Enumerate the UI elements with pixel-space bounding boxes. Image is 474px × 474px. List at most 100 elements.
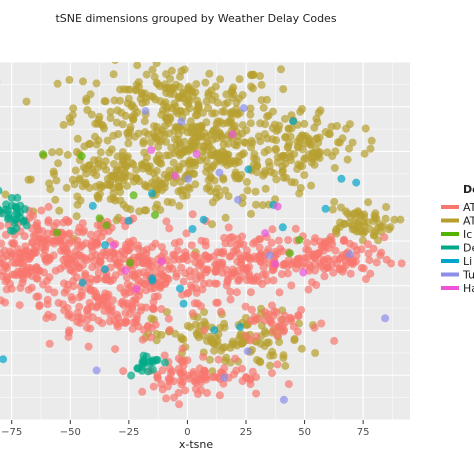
data-point-at [113,258,122,267]
data-point-at [198,147,207,156]
data-point-at [111,62,119,65]
data-point-at [152,336,161,345]
data-point-at [260,316,269,325]
data-point-at [66,118,75,127]
data-point-at [310,323,319,332]
data-point-at [175,238,184,246]
data-point-at [122,204,131,212]
data-point-de [4,213,13,222]
x-axis-label: x-tsne [179,438,213,451]
data-point-at [213,184,222,193]
data-point-at [261,270,270,279]
data-point-at [81,239,90,248]
data-point-at [293,255,302,264]
data-point-at [96,148,105,157]
data-point-at [174,364,183,373]
data-point-at [202,118,211,127]
data-point-at [214,154,223,163]
data-point-at [126,123,135,131]
data-point-at [146,333,155,342]
legend-label: Tu [462,269,474,282]
data-point-at [155,137,163,146]
data-point-at [162,70,171,79]
data-point-at [101,275,110,284]
data-point-at [161,84,169,93]
legend-label: AT [463,215,474,228]
data-point-ha [192,150,201,159]
data-point-at [107,145,116,154]
data-point-at [3,272,12,281]
x-tick-label: 50 [298,427,311,438]
legend-label: Li [463,255,472,268]
data-point-at [197,236,206,245]
data-point-at [187,241,196,250]
data-point-at [247,143,256,152]
data-point-at [109,189,118,198]
data-point-at [236,254,245,263]
data-point-at [284,380,293,389]
data-point-at [94,269,103,277]
plot-panel [0,61,410,421]
x-tick-label: 0 [184,427,190,438]
data-point-at [279,351,288,360]
data-point-at [374,236,383,245]
data-point-at [111,271,120,280]
data-point-at [94,115,103,124]
data-point-at [257,80,266,89]
data-point-at [310,237,319,246]
data-point-at [293,327,302,336]
data-point-at [228,233,237,242]
legend-label: Ha [463,282,474,295]
data-point-at [327,122,336,131]
data-point-at [77,314,86,323]
data-point-at [156,282,165,291]
data-point-at [124,132,133,141]
data-point-at [109,248,118,257]
data-point-at [226,287,235,296]
data-point-at [372,258,381,267]
data-point-at [312,114,321,123]
data-point-at [90,287,99,295]
data-point-at [1,298,9,307]
data-point-at [64,280,73,289]
data-point-at [179,277,188,286]
data-point-at [287,281,296,290]
data-point-at [204,182,213,191]
data-point-at [266,167,275,176]
data-point-at [203,163,212,171]
data-point-at [65,75,74,84]
data-point-at [188,309,197,318]
data-point-at [22,97,31,106]
data-point-at [191,180,200,189]
data-point-at [273,360,282,369]
data-point-at [204,253,213,262]
data-point-at [152,78,161,87]
data-point-tu [141,107,150,116]
data-point-at [232,245,241,254]
data-point-at [275,338,284,347]
data-point-at [235,75,244,84]
data-point-at [106,310,115,319]
data-point-at [144,183,153,192]
data-point-at [266,361,274,370]
data-point-at [345,144,353,153]
data-point-at [188,210,197,219]
data-point-li [124,216,133,225]
data-point-at [214,355,223,364]
data-point-at [124,139,133,148]
data-point-at [0,221,5,230]
data-point-at [263,276,272,285]
data-point-tu [239,104,248,113]
data-point-at [64,230,72,239]
data-point-ha [157,257,166,266]
data-point-at [153,156,162,165]
data-point-at [216,307,225,316]
data-point-at [207,338,216,347]
data-point-at [149,169,158,177]
data-point-at [82,94,91,103]
data-point-at [70,180,79,189]
data-point-at [242,246,251,255]
data-point-at [139,325,148,334]
data-point-at [138,335,147,344]
data-point-at [13,244,22,253]
